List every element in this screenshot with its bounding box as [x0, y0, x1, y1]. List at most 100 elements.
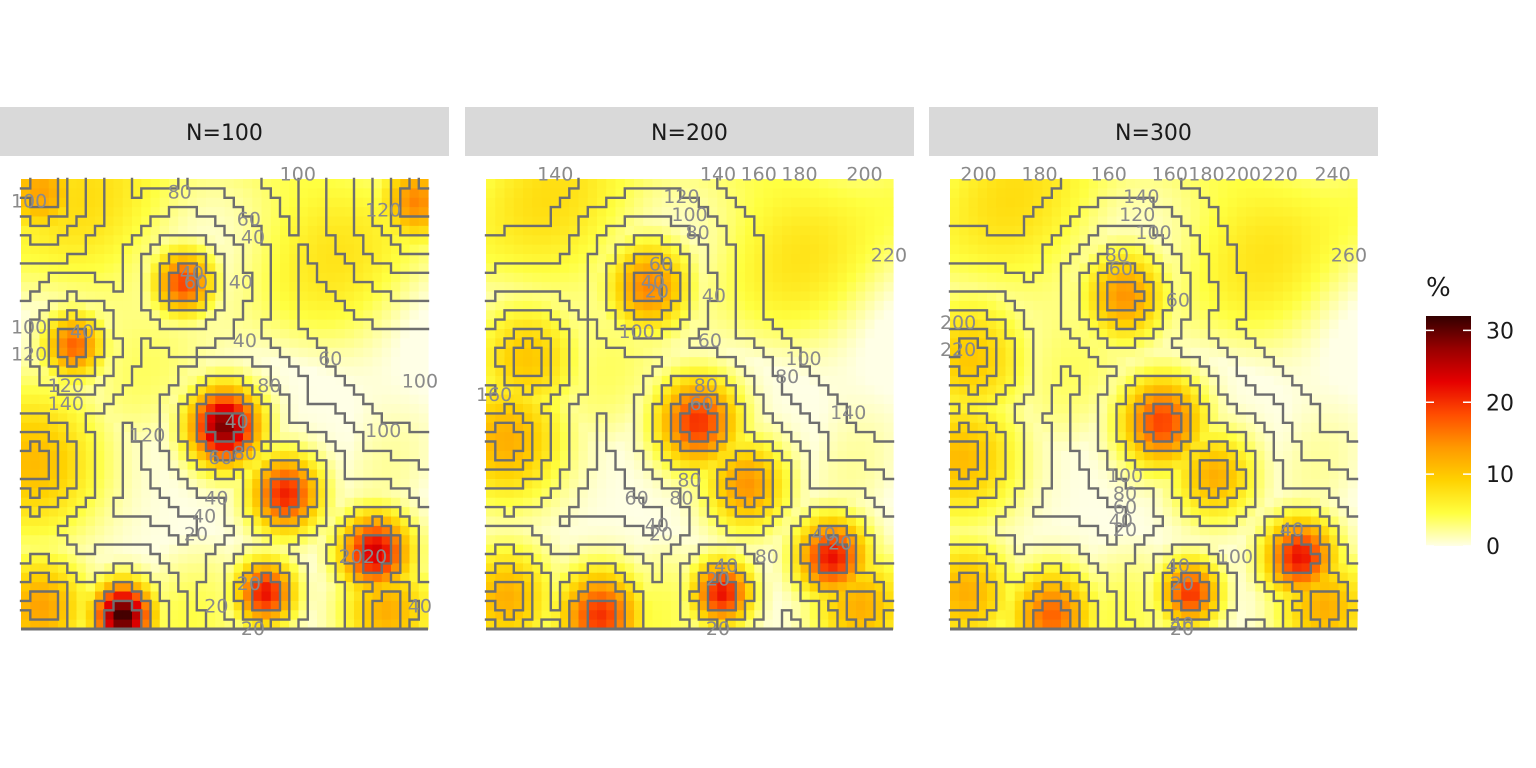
- heatmap-tile: [513, 188, 524, 199]
- heatmap-tile: [541, 572, 552, 583]
- heatmap-tile: [597, 450, 607, 461]
- heatmap-tile: [196, 610, 207, 621]
- heatmap-tile: [289, 488, 300, 499]
- heatmap-tile: [335, 310, 346, 321]
- heatmap-tile: [837, 450, 848, 461]
- heatmap-tile: [1320, 291, 1330, 302]
- heatmap-tile: [708, 619, 718, 630]
- heatmap-tile: [298, 497, 309, 508]
- heatmap-tile: [865, 329, 876, 339]
- heatmap-tile: [745, 244, 755, 255]
- heatmap-tile: [708, 235, 718, 246]
- heatmap-tile: [67, 441, 78, 452]
- heatmap-tile: [865, 188, 876, 199]
- heatmap-tile: [1051, 225, 1062, 236]
- heatmap-tile: [800, 582, 811, 593]
- heatmap-tile: [215, 497, 226, 508]
- heatmap-tile: [381, 619, 392, 630]
- heatmap-tile: [652, 563, 663, 574]
- heatmap-tile: [959, 225, 970, 236]
- heatmap-tile: [523, 319, 533, 330]
- heatmap-tile: [215, 244, 226, 255]
- heatmap-tile: [132, 554, 142, 564]
- heatmap-tile: [354, 469, 364, 480]
- heatmap-tile: [745, 385, 755, 396]
- heatmap-tile: [634, 207, 644, 218]
- heatmap-tile: [661, 404, 672, 414]
- heatmap-tile: [950, 188, 960, 199]
- heatmap-tile: [67, 525, 78, 536]
- heatmap-tile: [122, 319, 133, 330]
- heatmap-tile: [1098, 244, 1108, 255]
- heatmap-tile: [233, 422, 244, 433]
- heatmap-tile: [215, 207, 226, 218]
- heatmap-tile: [169, 179, 179, 189]
- heatmap-tile: [215, 600, 226, 611]
- heatmap-tile: [141, 197, 152, 208]
- heatmap-tile: [578, 366, 589, 377]
- heatmap-tile: [504, 582, 515, 593]
- heatmap-tile: [856, 572, 866, 583]
- heatmap-tile: [409, 441, 420, 452]
- heatmap-tile: [652, 460, 663, 471]
- heatmap-tile: [307, 591, 318, 602]
- heatmap-tile: [391, 338, 401, 349]
- heatmap-tile: [856, 394, 866, 405]
- heatmap-tile: [196, 554, 207, 564]
- heatmap-tile: [865, 300, 876, 311]
- heatmap-tile: [883, 572, 894, 583]
- heatmap-tile: [76, 469, 87, 480]
- heatmap-tile: [597, 460, 607, 471]
- heatmap-tile: [30, 432, 41, 443]
- heatmap-tile: [754, 516, 765, 527]
- heatmap-tile: [689, 179, 700, 189]
- heatmap-tile: [280, 582, 290, 593]
- heatmap-tile: [819, 404, 829, 414]
- heatmap-tile: [270, 357, 281, 368]
- heatmap-tile: [326, 591, 337, 602]
- heatmap-tile: [698, 319, 709, 330]
- heatmap-tile: [104, 225, 115, 236]
- heatmap-tile: [48, 554, 59, 564]
- heatmap-tile: [550, 497, 561, 508]
- heatmap-tile: [791, 310, 802, 321]
- heatmap-tile: [486, 441, 496, 452]
- heatmap-tile: [865, 582, 876, 593]
- heatmap-tile: [326, 244, 337, 255]
- heatmap-tile: [85, 582, 96, 593]
- heatmap-tile: [1292, 179, 1303, 189]
- heatmap-tile: [326, 422, 337, 433]
- heatmap-tile: [828, 572, 839, 583]
- heatmap-tile: [652, 225, 663, 236]
- heatmap-tile: [298, 535, 309, 546]
- heatmap-tile: [363, 357, 374, 368]
- heatmap-tile: [550, 432, 561, 443]
- heatmap-tile: [169, 535, 179, 546]
- heatmap-tile: [1199, 216, 1210, 227]
- heatmap-tile: [58, 535, 68, 546]
- heatmap-tile: [486, 310, 496, 321]
- heatmap-tile: [76, 338, 87, 349]
- heatmap-tile: [791, 244, 802, 255]
- heatmap-tile: [708, 591, 718, 602]
- heatmap-tile: [224, 572, 235, 583]
- heatmap-tile: [671, 441, 681, 452]
- heatmap-tile: [418, 413, 429, 424]
- heatmap-tile: [689, 347, 700, 358]
- heatmap-tile: [819, 516, 829, 527]
- heatmap-tile: [874, 619, 885, 630]
- heatmap-tile: [495, 441, 506, 452]
- heatmap-tile: [959, 263, 970, 274]
- heatmap-tile: [391, 263, 401, 274]
- heatmap-tile: [104, 572, 115, 583]
- contour-label: 60: [237, 209, 261, 231]
- heatmap-tile: [495, 563, 506, 574]
- heatmap-tile: [735, 225, 746, 236]
- heatmap-tile: [726, 319, 737, 330]
- heatmap-tile: [1042, 207, 1053, 218]
- heatmap-tile: [856, 610, 866, 621]
- heatmap-tile: [689, 507, 700, 518]
- contour-label: 20: [645, 281, 669, 303]
- heatmap-tile: [1116, 188, 1127, 199]
- heatmap-tile: [513, 488, 524, 499]
